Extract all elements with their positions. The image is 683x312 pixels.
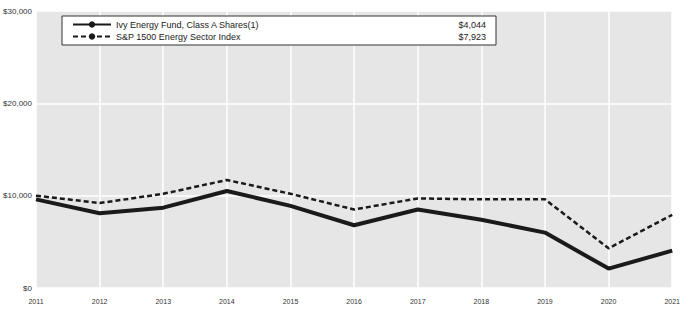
svg-text:2021: 2021 — [664, 298, 680, 305]
svg-text:2012: 2012 — [92, 298, 108, 305]
svg-text:2011: 2011 — [28, 298, 43, 305]
svg-text:2018: 2018 — [474, 298, 490, 305]
svg-text:$10,000: $10,000 — [3, 191, 32, 200]
svg-text:2017: 2017 — [410, 298, 426, 305]
svg-text:2020: 2020 — [601, 298, 617, 305]
svg-text:2019: 2019 — [537, 298, 553, 305]
svg-text:$7,923: $7,923 — [458, 32, 486, 42]
svg-text:2014: 2014 — [219, 298, 235, 305]
svg-text:S&P 1500 Energy Sector Index: S&P 1500 Energy Sector Index — [116, 32, 241, 42]
svg-text:2015: 2015 — [283, 298, 299, 305]
svg-text:$30,000: $30,000 — [3, 7, 32, 16]
svg-text:$0: $0 — [23, 284, 32, 293]
svg-text:Ivy Energy Fund, Class A Share: Ivy Energy Fund, Class A Shares(1) — [116, 20, 259, 30]
svg-text:$4,044: $4,044 — [458, 20, 486, 30]
svg-text:$20,000: $20,000 — [3, 99, 32, 108]
svg-text:2013: 2013 — [155, 298, 171, 305]
svg-text:2016: 2016 — [346, 298, 362, 305]
